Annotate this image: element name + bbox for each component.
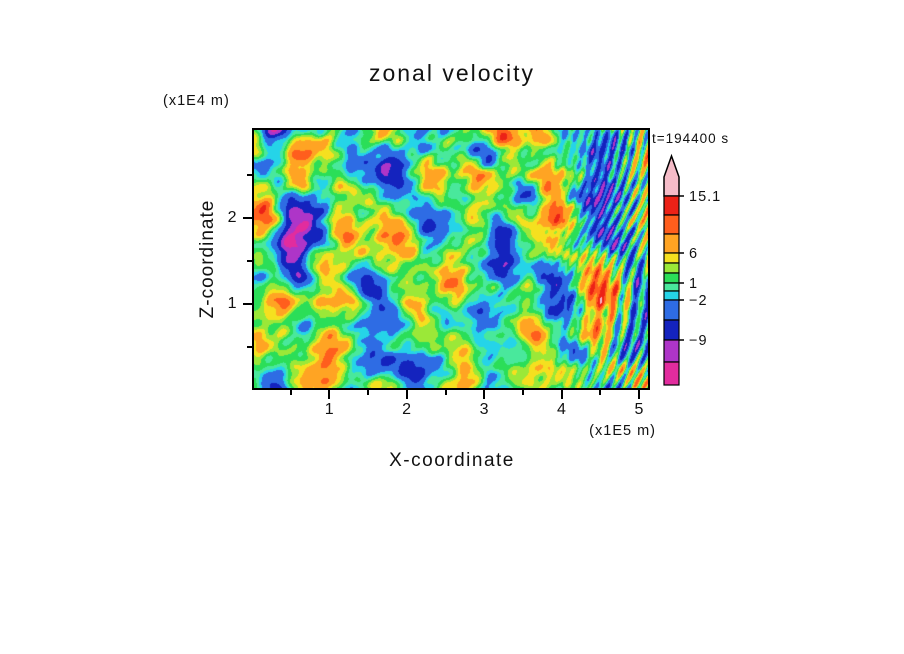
colorbar-segment bbox=[663, 214, 680, 235]
x-major-tick bbox=[405, 390, 408, 399]
plot-area bbox=[252, 128, 650, 390]
x-tick-label: 5 bbox=[634, 401, 644, 418]
y-major-tick bbox=[243, 303, 252, 306]
x-major-tick bbox=[483, 390, 486, 399]
colorbar-segment bbox=[663, 282, 680, 292]
x-minor-tick bbox=[367, 390, 370, 395]
chart-title: zonal velocity bbox=[368, 60, 536, 86]
colorbar-segment bbox=[663, 319, 680, 341]
colorbar-arrow bbox=[663, 153, 680, 197]
colorbar-segment bbox=[663, 272, 680, 284]
colorbar-label: −9 bbox=[689, 333, 708, 349]
colorbar-segment bbox=[663, 195, 680, 216]
colorbar-segment bbox=[663, 339, 680, 363]
y-axis-label: Z-coordinate bbox=[197, 199, 218, 319]
x-minor-tick bbox=[522, 390, 524, 395]
y-minor-tick bbox=[247, 260, 252, 263]
colorbar-segment bbox=[663, 252, 680, 264]
colorbar-segment bbox=[663, 290, 680, 301]
colorbar-segment bbox=[663, 299, 680, 321]
x-tick-label: 2 bbox=[402, 401, 412, 418]
y-minor-tick bbox=[247, 174, 252, 177]
x-minor-tick bbox=[599, 390, 602, 395]
x-major-tick bbox=[328, 390, 331, 399]
colorbar-segment bbox=[663, 233, 680, 254]
y-tick-label: 2 bbox=[227, 209, 237, 227]
x-tick-label: 1 bbox=[324, 401, 335, 418]
x-major-tick bbox=[560, 390, 563, 399]
colorbar-label: 6 bbox=[689, 246, 698, 262]
x-axis-label: X-coordinate bbox=[389, 450, 515, 471]
x-minor-tick bbox=[289, 390, 292, 395]
y-axis-unit-label: (x1E4 m) bbox=[163, 93, 230, 109]
x-tick-label: 3 bbox=[479, 401, 489, 418]
contour-field-canvas bbox=[254, 130, 648, 388]
x-axis-unit-label: (x1E5 m) bbox=[589, 423, 656, 439]
colorbar-segment bbox=[663, 262, 680, 274]
colorbar: 15.1 6 1−2 −9 bbox=[663, 153, 721, 386]
x-major-tick bbox=[638, 390, 641, 399]
y-major-tick bbox=[243, 217, 252, 220]
timestamp-label: t=194400 s bbox=[652, 131, 730, 146]
colorbar-label: 1 bbox=[689, 276, 698, 292]
colorbar-label: −2 bbox=[689, 293, 708, 309]
x-tick-label: 4 bbox=[557, 401, 567, 418]
colorbar-segment bbox=[663, 361, 680, 386]
x-minor-tick bbox=[444, 390, 447, 395]
y-minor-tick bbox=[247, 346, 252, 349]
y-tick-label: 1 bbox=[227, 295, 237, 313]
colorbar-label: 15.1 bbox=[689, 189, 721, 205]
